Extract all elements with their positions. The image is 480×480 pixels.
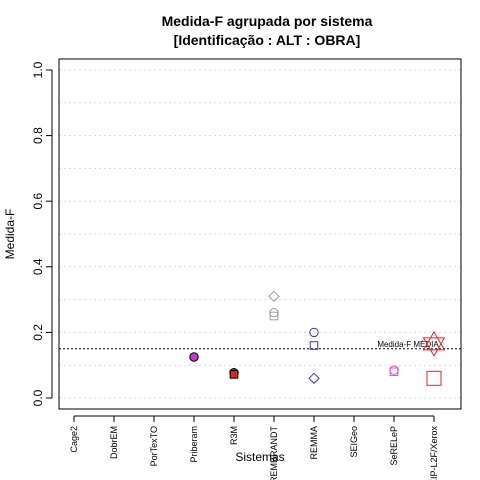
x-tick-label: Cage2	[69, 426, 79, 453]
x-axis: Cage2 DobrEM PorTexTO Priberam R3M REMBRANDT R…	[69, 415, 439, 480]
data-point	[308, 372, 320, 385]
x-tick-label: R3M	[229, 426, 239, 445]
y-axis: 0.0 0.2 0.4 0.6 0.8 1.0	[31, 61, 53, 406]
data-point	[389, 365, 399, 375]
data-point	[309, 341, 319, 350]
y-axis-label: Medida-F	[3, 209, 17, 260]
data-point	[422, 330, 446, 351]
data-point	[422, 337, 446, 357]
data-point	[389, 367, 399, 377]
reference-line-label: Medida-F MÉDIA	[377, 340, 439, 349]
y-tick-label: 0.6	[31, 193, 45, 210]
y-tick-label: 1.0	[31, 61, 45, 78]
data-point	[268, 290, 280, 303]
x-tick-label: XIP-L2F/Xerox	[429, 426, 439, 480]
data-point	[189, 352, 199, 362]
x-tick-label: REMMA	[309, 426, 319, 460]
reference-layer: Medida-F MÉDIA	[59, 340, 461, 350]
x-tick-label: SEIGeo	[349, 426, 359, 458]
data-point	[269, 308, 279, 318]
chart-title: Medida-F agrupada por sistema	[162, 13, 373, 29]
y-tick-label: 0.4	[31, 258, 45, 275]
x-tick-label: REMBRANDT	[269, 426, 279, 480]
plot-frame	[58, 58, 462, 410]
x-axis-label: Sistemas	[235, 450, 284, 464]
data-point	[229, 370, 239, 379]
x-tick-label: SeRELeP	[389, 426, 399, 466]
points-layer	[189, 290, 446, 386]
grid-layer	[59, 69, 461, 399]
data-point	[426, 370, 442, 386]
chart-subtitle: [Identificação : ALT : OBRA]	[174, 32, 361, 48]
y-tick-label: 0.2	[31, 324, 45, 341]
x-tick-label: PorTexTO	[149, 426, 159, 466]
x-tick-label: Priberam	[189, 426, 199, 463]
data-point	[309, 327, 319, 338]
x-tick-label: DobrEM	[109, 426, 119, 459]
y-tick-label: 0.8	[31, 127, 45, 144]
data-point	[269, 311, 279, 321]
y-tick-label: 0.0	[31, 389, 45, 406]
